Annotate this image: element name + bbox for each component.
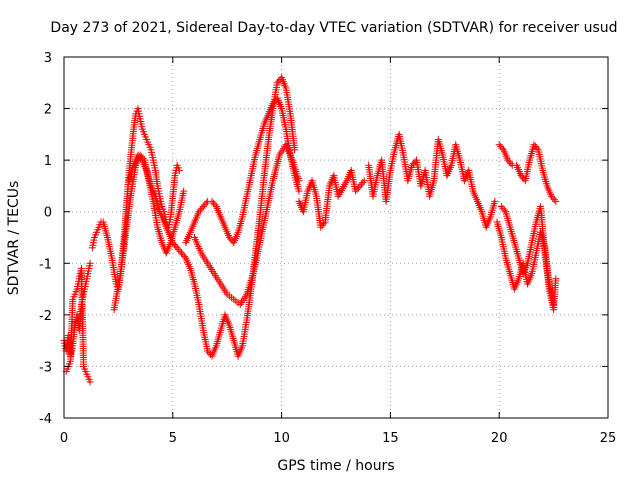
data-point	[517, 172, 525, 180]
data-point-fill	[180, 252, 188, 260]
data-point	[269, 99, 277, 107]
data-point	[317, 223, 325, 231]
data-point-fill	[497, 142, 505, 150]
data-point-fill	[549, 194, 557, 202]
data-points	[60, 74, 560, 386]
chart-title: Day 273 of 2021, Sidereal Day-to-day VTE…	[50, 20, 617, 36]
data-point-fill	[359, 178, 367, 186]
data-point	[169, 239, 177, 247]
data-point-fill	[499, 204, 507, 212]
data-point-fill	[507, 160, 515, 168]
data-point-fill	[505, 158, 513, 166]
data-point	[199, 203, 207, 211]
data-point	[173, 244, 181, 252]
data-point-fill	[176, 247, 184, 255]
data-point	[504, 156, 512, 164]
data-point	[530, 141, 538, 149]
data-point	[204, 347, 212, 355]
data-point-fill	[353, 185, 361, 193]
data-point	[552, 197, 560, 205]
data-point-fill	[209, 199, 217, 207]
data-point-fill	[179, 251, 187, 259]
data-point	[208, 197, 216, 205]
data-point	[180, 187, 188, 195]
data-point-fill	[320, 220, 328, 228]
data-point	[352, 187, 360, 195]
data-point-fill	[198, 204, 206, 212]
data-point-fill	[533, 144, 541, 152]
data-point	[295, 187, 303, 195]
data-point-fill	[270, 98, 278, 106]
data-point-fill	[170, 240, 178, 248]
data-point	[86, 259, 94, 267]
data-point-fill	[227, 235, 235, 243]
data-point	[178, 249, 186, 257]
data-point-fill	[175, 246, 183, 254]
data-point	[295, 177, 303, 185]
data-point-fill	[172, 242, 180, 250]
data-point	[356, 182, 364, 190]
data-point-fill	[135, 153, 143, 161]
data-point	[134, 151, 142, 159]
data-point-fill	[205, 349, 213, 357]
data-point	[547, 192, 555, 200]
data-point-fill	[410, 160, 418, 168]
grid-lines	[64, 57, 608, 418]
data-point-fill	[531, 142, 539, 150]
data-point	[273, 79, 281, 87]
data-point	[86, 378, 94, 386]
data-point	[495, 141, 503, 149]
data-point	[225, 234, 233, 241]
data-point-fill	[137, 154, 145, 162]
data-point	[360, 177, 368, 185]
data-point	[195, 208, 203, 216]
data-point	[497, 203, 505, 211]
data-point-fill	[518, 173, 526, 181]
data-point-fill	[550, 196, 558, 204]
data-point-fill	[211, 201, 219, 209]
data-point-fill	[318, 221, 326, 229]
data-point-fill	[196, 206, 204, 214]
data-point	[175, 166, 183, 174]
data-point-fill	[202, 199, 210, 207]
data-point-fill	[498, 144, 506, 152]
data-point-fill	[354, 184, 362, 192]
data-point-fill	[500, 206, 508, 214]
data-point	[491, 197, 499, 205]
data-point-fill	[201, 201, 209, 209]
data-point-fill	[275, 77, 283, 85]
data-point-fill	[357, 180, 365, 188]
